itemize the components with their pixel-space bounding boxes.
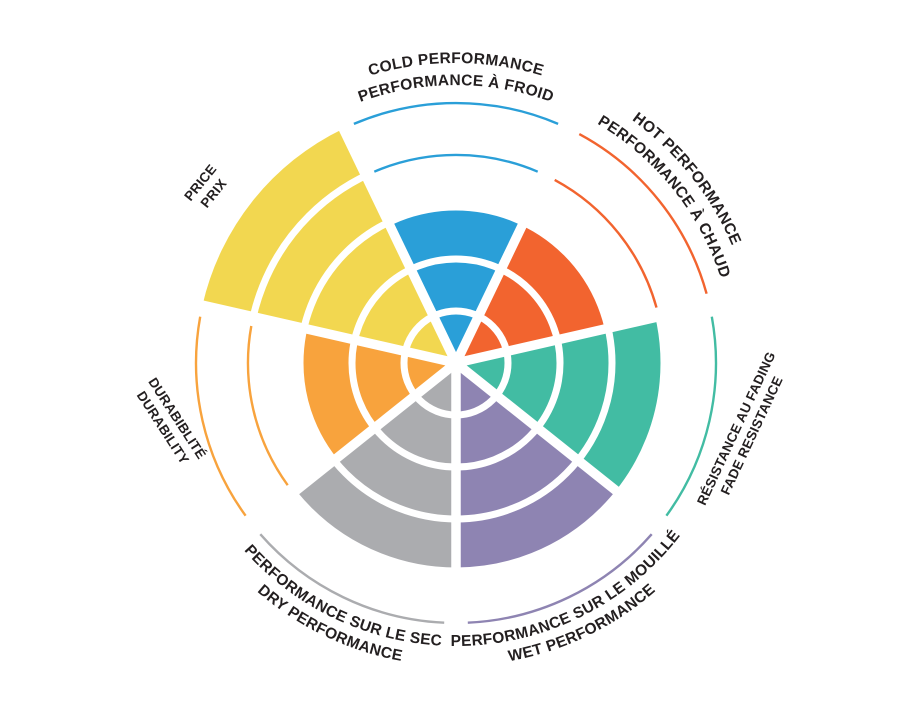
label-cold-line2-text: PERFORMANCE À FROID [356,72,556,106]
segment-fill-dry [293,363,456,571]
level-arc-wet [467,533,653,624]
segment-fill-price [202,128,456,363]
label-cold-line2: PERFORMANCE À FROID [356,72,556,106]
label-fade: RÉSISTANCE AU FADING FADE RESISTANCE [694,349,786,507]
level-arc-hot [578,133,708,295]
wheel-geometry [194,101,718,626]
segment-fill-wet [456,363,619,571]
segment-gap [451,123,575,366]
segment-gap [247,359,459,531]
segment-gap [454,299,714,368]
label-price: PRICE PRIX [181,162,229,211]
level-arc-cold [373,153,539,173]
level-arc-durability [194,316,247,517]
level-arc-fade [665,316,718,517]
level-arc-cold [353,101,559,126]
level-arc-hot [554,178,658,308]
level-arc-durability [246,325,289,486]
segment-gap [453,359,665,531]
segment-fill-durability [299,328,456,461]
level-arc-dry [259,533,445,624]
label-hot-line1: HOT PERFORMANCE [629,109,744,247]
segment-gap [198,299,458,368]
segment-gap [337,123,461,366]
segment-fill-cold [388,206,524,363]
label-hot-line1-text: HOT PERFORMANCE [629,109,743,247]
